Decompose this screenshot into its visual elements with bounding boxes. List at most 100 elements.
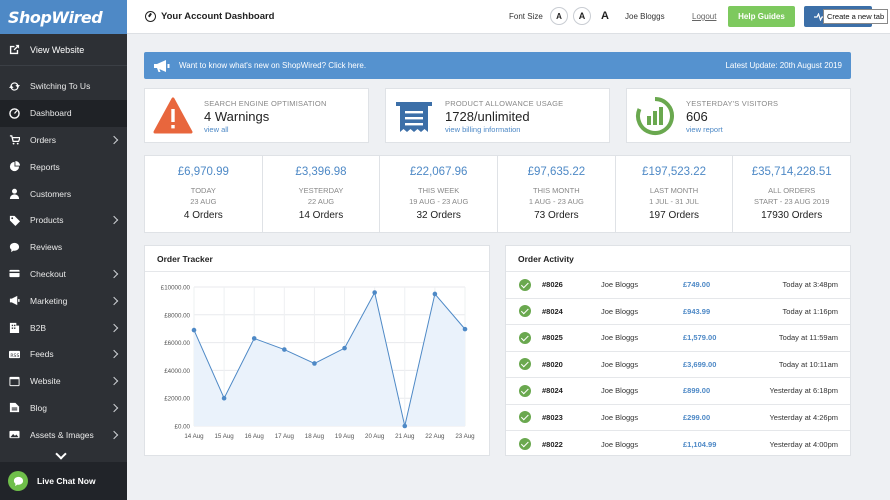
- sidebar-item-orders[interactable]: Orders: [0, 127, 127, 154]
- stat-title: SEARCH ENGINE OPTIMISATION: [204, 99, 327, 108]
- chevron-right-icon: [109, 403, 119, 413]
- chevron-right-icon: [109, 216, 119, 225]
- sidebar-item-website[interactable]: Website: [0, 368, 127, 395]
- sidebar-item-switching-to-us[interactable]: Switching To Us: [0, 73, 127, 100]
- period-amount[interactable]: £97,635.22: [527, 166, 586, 178]
- sidebar-item-label: Checkout: [30, 268, 66, 279]
- period-amount[interactable]: £3,396.98: [295, 166, 347, 178]
- period-amount[interactable]: £6,970.99: [177, 166, 229, 178]
- pulse-icon: [814, 12, 826, 21]
- sidebar-item-label: Switching To Us: [30, 81, 91, 92]
- sidebar-item-dashboard[interactable]: Dashboard: [0, 99, 127, 127]
- dashboard-icon: [8, 107, 21, 119]
- product-allowance-stat-box: PRODUCT ALLOWANCE USAGE 1728/unlimited v…: [385, 88, 610, 143]
- order-number[interactable]: #8026: [542, 280, 563, 290]
- activity-row[interactable]: #8020 Joe Bloggs £3,699.00 Today at 10:11am: [506, 352, 850, 378]
- activity-row[interactable]: #8026 Joe Bloggs £749.00 Today at 3:48pm: [506, 272, 850, 299]
- seo-stat-box: SEARCH ENGINE OPTIMISATION 4 Warnings vi…: [144, 88, 369, 143]
- y-tick-label: £8000.00: [164, 312, 190, 319]
- image-icon: [8, 429, 21, 440]
- period-orders: 17930 Orders: [761, 210, 823, 221]
- stat-title: YESTERDAY'S VISITORS: [686, 99, 779, 108]
- x-tick-label: 23 Aug: [455, 433, 475, 440]
- period-range: 22 AUG: [307, 197, 335, 206]
- x-tick-label: 14 Aug: [184, 433, 204, 440]
- font-size-small-button[interactable]: A: [550, 7, 568, 25]
- order-number[interactable]: #8025: [542, 333, 563, 343]
- sidebar-item-label: Assets & Images: [30, 429, 94, 440]
- activity-row[interactable]: #8022 Joe Bloggs £1,104.99 Yesterday at 4:0…: [506, 431, 850, 458]
- stat-title: PRODUCT ALLOWANCE USAGE: [445, 99, 564, 108]
- period-name: ALL ORDERS: [768, 186, 816, 195]
- stat-value: 4 Warnings: [204, 109, 270, 124]
- logout-link[interactable]: Logout: [692, 12, 717, 21]
- panel-title: Order Tracker: [145, 246, 489, 272]
- help-guides-button[interactable]: Help Guides: [728, 6, 795, 27]
- order-number[interactable]: #8024: [542, 386, 563, 396]
- order-number[interactable]: #8020: [542, 359, 563, 369]
- order-number[interactable]: #8024: [542, 306, 563, 316]
- activity-row[interactable]: #8024 Joe Bloggs £899.00 Yesterday at 6:18p…: [506, 378, 850, 405]
- period-amount[interactable]: £35,714,228.51: [751, 166, 832, 178]
- order-amount: £3,699.00: [683, 359, 717, 369]
- rss-icon: RSS: [8, 349, 21, 360]
- font-size-large-button[interactable]: A: [596, 7, 614, 25]
- sidebar-item-products[interactable]: Products: [0, 207, 127, 234]
- sidebar-item-label: Products: [30, 215, 64, 226]
- scroll-down-icon[interactable]: [55, 448, 67, 460]
- view-all-link[interactable]: view all: [204, 125, 229, 134]
- customer-name: Joe Bloggs: [601, 306, 639, 316]
- external-link-icon: [8, 44, 21, 55]
- sidebar-item-reviews[interactable]: Reviews: [0, 234, 127, 261]
- activity-row[interactable]: #8025 Joe Bloggs £1,579.00 Today at 11:59am: [506, 325, 850, 352]
- sidebar-item-reports[interactable]: Reports: [0, 153, 127, 180]
- chevron-right-icon: [109, 323, 119, 332]
- period-amount[interactable]: £197,523.22: [642, 166, 706, 178]
- chevron-right-icon: [109, 269, 119, 279]
- chevron-right-icon: [109, 296, 119, 306]
- activity-row[interactable]: #8024 Joe Bloggs £943.99 Today at 1:16pm: [506, 299, 850, 325]
- order-amount: £299.00: [683, 412, 711, 422]
- order-amount: £899.00: [683, 386, 711, 396]
- logo[interactable]: ShopWired: [8, 7, 103, 27]
- sidebar-item-b2b[interactable]: B2B: [0, 314, 127, 341]
- order-tracker-chart: £0.00 £2000.00 £4000.00 £6000.00 £8000.00 £10…: [161, 285, 475, 441]
- live-chat-button[interactable]: Live Chat Now: [0, 462, 127, 500]
- sidebar-nav: Switching To Us Dashboard Orders Reports Cus…: [0, 73, 127, 448]
- check-circle-icon: [519, 358, 531, 371]
- view-report-link[interactable]: view report: [686, 125, 723, 134]
- period-amount[interactable]: £22,067.96: [409, 166, 468, 178]
- period-name: TODAY: [190, 186, 216, 195]
- period-range: 1 JUL - 31 JUL: [649, 197, 699, 206]
- activity-row[interactable]: #8023 Joe Bloggs £299.00 Yesterday at 4:26p…: [506, 405, 850, 431]
- megaphone-icon: [8, 295, 21, 306]
- font-size-medium-button[interactable]: A: [573, 7, 591, 25]
- order-number[interactable]: #8023: [542, 412, 563, 422]
- sidebar-item-label: Website: [30, 376, 61, 387]
- sidebar-item-label: B2B: [30, 322, 47, 333]
- sidebar-item-customers[interactable]: Customers: [0, 180, 127, 207]
- order-number[interactable]: #8022: [542, 439, 563, 449]
- sidebar-item-checkout[interactable]: Checkout: [0, 261, 127, 288]
- sidebar-item-blog[interactable]: Blog: [0, 395, 127, 422]
- chevron-right-icon: [109, 376, 119, 386]
- whats-new-banner[interactable]: Want to know what's new on ShopWired? Cl…: [144, 52, 851, 79]
- building-icon: [8, 322, 21, 334]
- chevron-right-icon: [109, 350, 119, 359]
- sidebar-item-assets-images[interactable]: Assets & Images: [0, 421, 127, 448]
- check-circle-icon: [519, 438, 531, 451]
- panel-title: Order Activity: [506, 246, 850, 272]
- period-name: YESTERDAY: [298, 186, 344, 195]
- sidebar-item-feeds[interactable]: RSS Feeds: [0, 341, 127, 368]
- order-time: Today at 10:11am: [778, 359, 838, 369]
- order-time: Today at 11:59am: [778, 333, 838, 343]
- sidebar-item-marketing[interactable]: Marketing: [0, 287, 127, 314]
- period-summary: £197,523.22 LAST MONTH 1 JUL - 31 JUL 197 O…: [616, 156, 734, 232]
- view-website-link[interactable]: View Website: [0, 34, 127, 66]
- series-line: [193, 291, 466, 427]
- warning-icon: [153, 97, 193, 134]
- view-billing-link[interactable]: view billing information: [445, 125, 521, 134]
- reports-icon: [8, 161, 21, 172]
- sidebar-item-label: Reports: [30, 161, 60, 172]
- chat-icon: [8, 471, 28, 491]
